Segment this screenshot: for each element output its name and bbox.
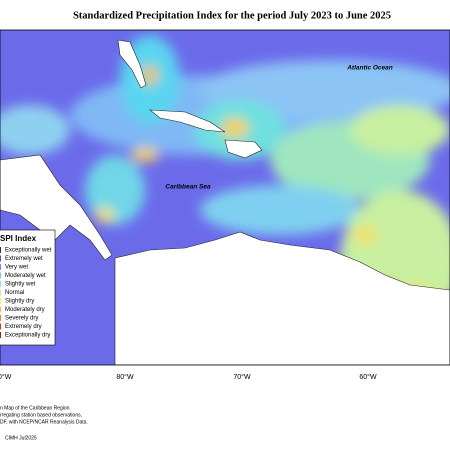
cuba: [149, 109, 226, 133]
central-america: [0, 154, 113, 261]
sea-label: Caribbean Sea: [165, 184, 211, 191]
legend-swatch: [0, 289, 1, 296]
legend-label: Slightly dry: [5, 299, 34, 305]
legend-swatch: [0, 315, 1, 321]
legend-swatch: [0, 298, 1, 304]
south-america: [114, 231, 450, 365]
florida: [117, 39, 147, 89]
longitude-label: 0°W: [0, 373, 12, 381]
legend-label: Exceptionally wet: [5, 248, 52, 254]
legend-title: SPI Index: [0, 234, 37, 243]
legend-swatch: [0, 306, 1, 313]
credit-line: CIMH Jul2025: [5, 435, 37, 441]
legend-label: Extremely wet: [5, 256, 43, 262]
legend-label: Exceptionally dry: [5, 333, 50, 339]
longitude-label: 60°W: [359, 373, 377, 381]
legend-label: Normal: [5, 290, 24, 296]
credit-line: rregating station based observations,: [0, 412, 82, 418]
legend-swatch: [0, 281, 1, 287]
legend-label: Very wet: [5, 265, 28, 271]
map-title: Standardized Precipitation Index for the…: [73, 10, 391, 21]
credit-line: DF, with NCEP/NCAR Reanalysis Data.: [0, 419, 88, 425]
frame: [0, 29, 450, 366]
longitude-label: 80°W: [116, 373, 134, 381]
legend-label: Extremely dry: [5, 324, 42, 330]
legend-swatch: [0, 247, 1, 253]
legend-swatch: [0, 323, 1, 330]
legend-swatch: [0, 332, 1, 338]
longitudes: 0°W 80°W 70°W 60°W: [0, 373, 377, 381]
legend-label: Moderately dry: [5, 307, 45, 313]
legend-swatch: [0, 264, 1, 270]
credit-line: n Map of the Caribbean Region: [0, 405, 70, 411]
hispaniola: [224, 139, 263, 159]
longitude-label: 70°W: [233, 373, 251, 381]
legend-swatch: [0, 255, 1, 262]
legend-label: Severely dry: [5, 316, 38, 322]
legend-label: Slightly wet: [5, 282, 36, 288]
legend: SPI Index Exceptionally wet Extremely wet…: [0, 229, 56, 346]
legend-swatch: [0, 272, 1, 279]
ocean-label: Atlantic Ocean: [346, 65, 393, 72]
legend-box: [0, 229, 56, 346]
map-area: [0, 30, 450, 365]
legend-label: Moderately wet: [5, 273, 46, 279]
